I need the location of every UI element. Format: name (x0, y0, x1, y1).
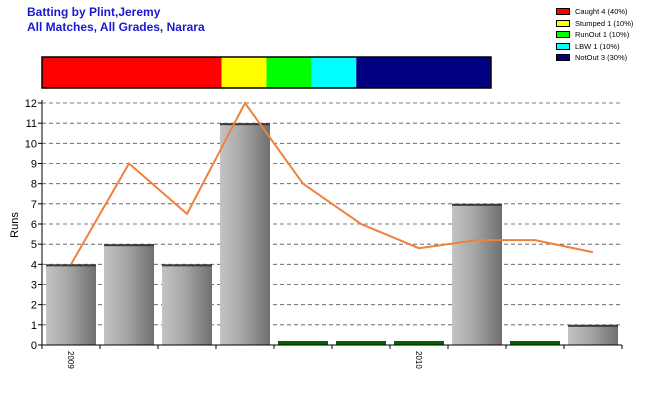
y-axis-label: Runs (9, 212, 21, 238)
bar-notout (278, 341, 328, 345)
bar (568, 324, 618, 345)
legend-label-notout: NotOut 3 (30%) (575, 53, 628, 63)
x-tick-label: 2010 (414, 351, 423, 369)
bar-top (104, 244, 154, 247)
strip-segment-4 (356, 57, 491, 88)
strip-segment-0 (42, 57, 222, 88)
y-tick-label: 12 (25, 98, 37, 110)
legend-label-lbw: LBW 1 (10%) (575, 41, 620, 51)
legend-swatch-notout (556, 54, 570, 62)
legend-swatch-caught (556, 8, 570, 16)
axes (38, 100, 623, 349)
bar (104, 244, 154, 345)
legend-label-stumped: Stumped 1 (10%) (575, 18, 634, 28)
chart-title: Batting by Plint,Jeremy (27, 5, 161, 19)
bar-notout (336, 341, 386, 345)
gridlines (42, 102, 622, 326)
y-tick-label: 3 (31, 280, 37, 292)
legend-label-caught: Caught 4 (40%) (575, 7, 628, 17)
legend-item-stumped: Stumped 1 (10%) (556, 18, 633, 30)
bar-top (220, 123, 270, 126)
bars (46, 123, 618, 346)
x-tick-labels: 2009 2010 (66, 351, 423, 369)
x-tick-label: 2009 (66, 351, 75, 369)
y-tick-label: 2 (31, 300, 37, 312)
y-tick-label: 10 (25, 138, 37, 150)
legend-label-runout: RunOut 1 (10%) (575, 30, 630, 40)
y-tick-label: 8 (31, 179, 37, 191)
bar (452, 203, 502, 345)
bar-top (568, 324, 618, 327)
y-tick-label: 6 (31, 219, 37, 231)
legend-item-runout: RunOut 1 (10%) (556, 29, 633, 41)
bar (162, 264, 212, 345)
y-tick-label: 11 (26, 118, 37, 130)
y-tick-label: 0 (31, 340, 37, 352)
strip-segment-1 (221, 57, 267, 88)
chart-subtitle: All Matches, All Grades, Narara (27, 20, 205, 34)
bar-top (162, 264, 212, 267)
legend-swatch-stumped (556, 19, 570, 27)
bar (46, 264, 96, 345)
bar-notout (510, 341, 560, 345)
strip-segment-2 (266, 57, 312, 88)
dismissal-strip (41, 56, 492, 89)
y-tick-label: 5 (31, 239, 37, 251)
y-tick-label: 1 (31, 320, 37, 332)
bar-top (46, 264, 96, 267)
strip-segment-3 (311, 57, 357, 88)
bar-top (452, 203, 502, 206)
trend-line (70, 101, 594, 265)
y-tick-label: 4 (31, 259, 37, 271)
bar-notout (394, 341, 444, 345)
strip-border (41, 56, 492, 89)
legend: Caught 4 (40%) Stumped 1 (10%) RunOut 1 … (556, 6, 633, 64)
legend-swatch-lbw (556, 42, 570, 50)
legend-swatch-runout (556, 31, 570, 39)
y-tick-label: 9 (31, 159, 37, 171)
bar (220, 123, 270, 346)
legend-item-notout: NotOut 3 (30%) (556, 52, 633, 64)
legend-item-caught: Caught 4 (40%) (556, 6, 633, 18)
legend-item-lbw: LBW 1 (10%) (556, 41, 633, 53)
average-line (70, 101, 594, 265)
y-tick-label: 7 (31, 199, 37, 211)
